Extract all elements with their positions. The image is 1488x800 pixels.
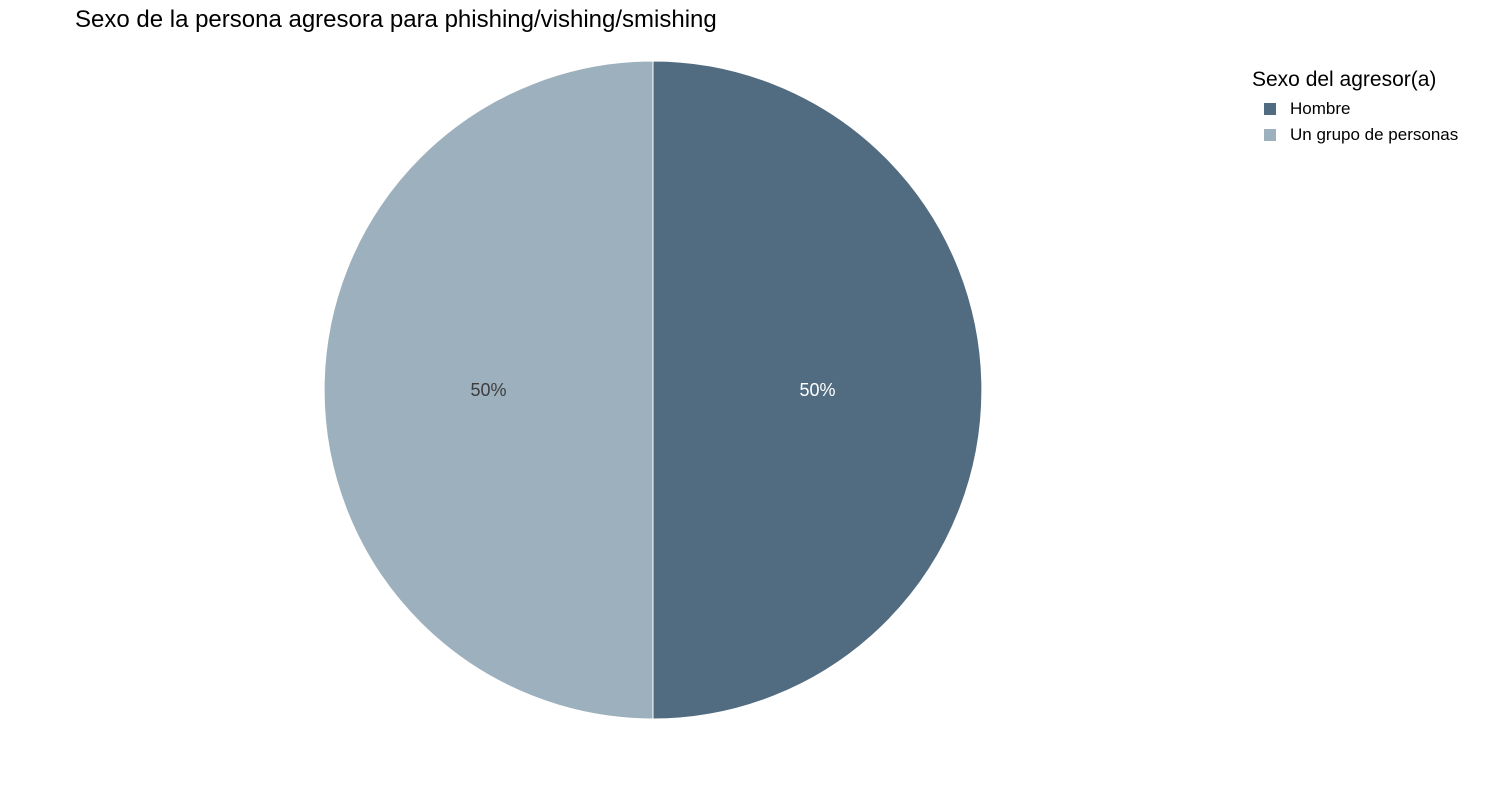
legend-label-grupo: Un grupo de personas (1290, 125, 1459, 144)
legend-item-hombre: Hombre (1264, 96, 1458, 122)
legend-swatch-grupo (1264, 129, 1276, 141)
pie-slice-un-grupo-de-personas (323, 60, 654, 720)
legend-swatch-hombre (1264, 103, 1276, 115)
pie-label-hombre: 50% (799, 380, 835, 400)
chart-title: Sexo de la persona agresora para phishin… (75, 6, 717, 33)
legend-title: Sexo del agresor(a) (1252, 68, 1437, 91)
legend: Sexo del agresor(a) Hombre Un grupo de p… (1252, 68, 1458, 148)
legend-label-hombre: Hombre (1290, 99, 1351, 118)
legend-item-grupo: Un grupo de personas (1264, 122, 1458, 148)
pie-label-un-grupo-de-personas: 50% (470, 380, 506, 400)
pie-slice-hombre (652, 60, 983, 720)
